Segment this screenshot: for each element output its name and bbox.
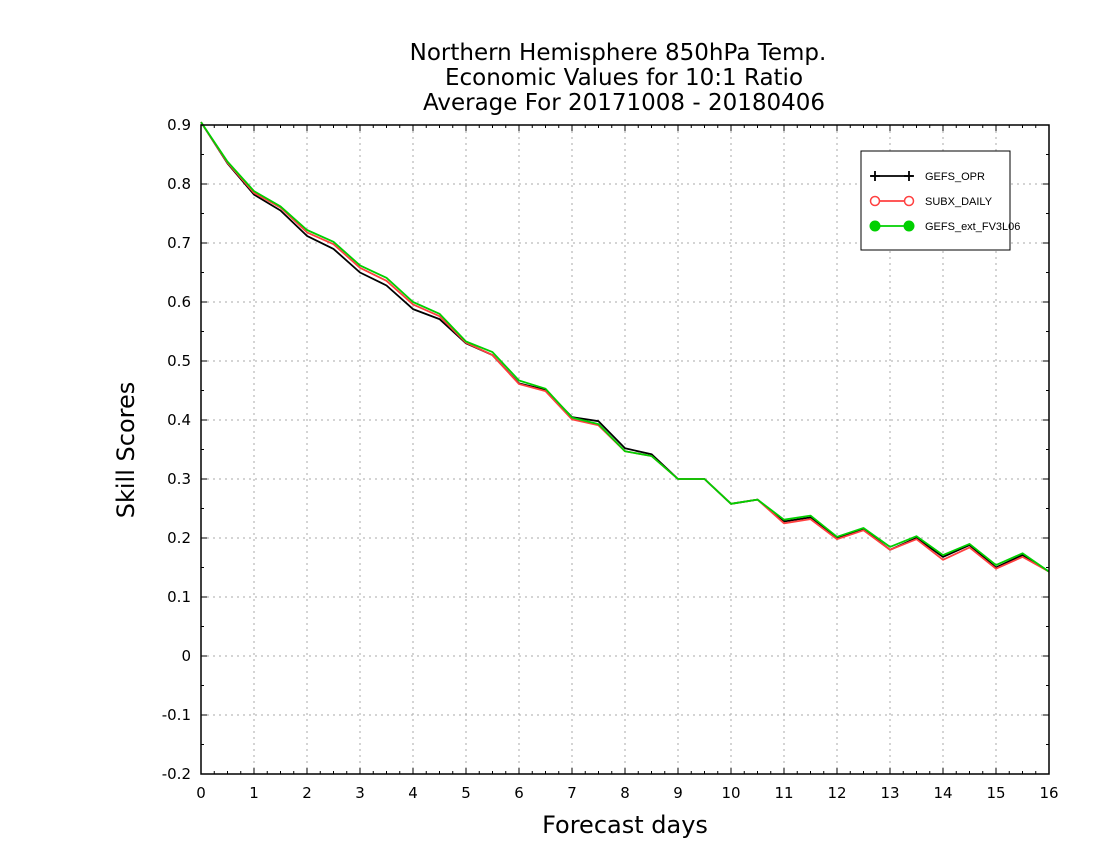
legend-marker-plus — [904, 171, 914, 181]
legend-label: GEFS_ext_FV3L06 — [925, 221, 1020, 233]
x-tick-label: 15 — [986, 784, 1005, 802]
x-tick-label: 6 — [514, 784, 524, 802]
y-tick-label: -0.2 — [162, 765, 191, 783]
y-tick-label: 0.8 — [167, 175, 191, 193]
series-lines — [200, 121, 1050, 573]
legend-marker-plus — [870, 171, 880, 181]
x-tick-label: 7 — [567, 784, 577, 802]
x-tick-label: 0 — [196, 784, 206, 802]
legend-marker-open-circle — [903, 195, 915, 207]
y-tick-label: 0 — [181, 647, 191, 665]
y-tick-label: 0.1 — [167, 588, 191, 606]
x-tick-label: 13 — [880, 784, 899, 802]
grid — [201, 125, 1049, 774]
chart-title-line-1: Northern Hemisphere 850hPa Temp. — [410, 40, 827, 66]
chart-title-line-2: Economic Values for 10:1 Ratio — [445, 65, 803, 91]
x-tick-label: 9 — [673, 784, 683, 802]
y-tick-label: -0.1 — [162, 706, 191, 724]
y-tick-label: 0.9 — [167, 116, 191, 134]
legend-marker-filled-circle — [869, 220, 881, 232]
legend-label: GEFS_OPR — [925, 171, 985, 183]
x-tick-label: 12 — [827, 784, 846, 802]
legend-entry: GEFS_OPR — [870, 171, 985, 183]
legend-entry: GEFS_ext_FV3L06 — [869, 220, 1020, 233]
y-tick-label: 0.4 — [167, 411, 191, 429]
y-tick-label: 0.5 — [167, 352, 191, 370]
x-tick-label: 10 — [721, 784, 740, 802]
x-tick-label: 4 — [408, 784, 418, 802]
x-tick-label: 3 — [355, 784, 365, 802]
x-axis-title: Forecast days — [542, 811, 708, 839]
x-tick-label: 11 — [774, 784, 793, 802]
chart-title: Northern Hemisphere 850hPa Temp. Economi… — [410, 40, 827, 116]
x-tick-label: 8 — [620, 784, 630, 802]
x-tick-label: 2 — [302, 784, 312, 802]
y-axis-ticks: 0.9 0.8 0.7 0.6 0.5 0.4 0.3 0.2 0.1 0 -0.1 -0.2 — [162, 116, 1049, 783]
legend-label: SUBX_DAILY — [925, 196, 993, 208]
y-tick-label: 0.3 — [167, 470, 191, 488]
chart-title-line-3: Average For 20171008 - 20180406 — [423, 90, 825, 116]
y-tick-label: 0.6 — [167, 293, 191, 311]
series-line-gefs-ext-fv3l06 — [200, 121, 1050, 573]
x-axis-ticks: 0 1 2 3 4 5 6 7 8 9 10 11 12 13 14 15 16 — [196, 125, 1059, 802]
x-tick-label: 5 — [461, 784, 471, 802]
x-tick-label: 16 — [1039, 784, 1058, 802]
y-tick-label: 0.7 — [167, 234, 191, 252]
legend-marker-filled-circle — [903, 220, 915, 232]
legend-marker-open-circle — [869, 195, 881, 207]
y-tick-label: 0.2 — [167, 529, 191, 547]
y-axis-title: Skill Scores — [112, 382, 140, 519]
legend: GEFS_OPR SUBX_DAILY GEFS_ext_FV3L06 — [860, 150, 1020, 251]
x-tick-label: 1 — [249, 784, 259, 802]
legend-entry: SUBX_DAILY — [869, 195, 993, 208]
x-tick-label: 14 — [933, 784, 952, 802]
